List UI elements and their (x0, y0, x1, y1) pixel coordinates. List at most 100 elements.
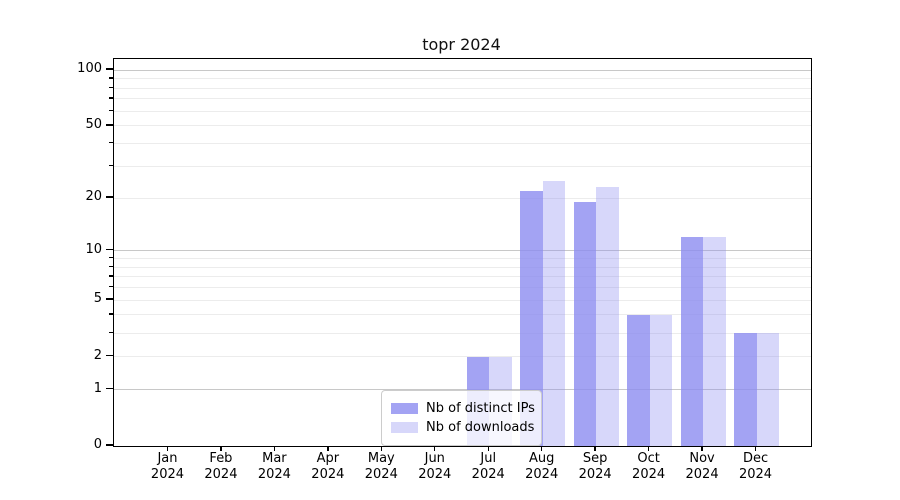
y-minor-gridline (114, 299, 811, 301)
x-tick-month: Aug (528, 451, 555, 466)
x-tick-label: Jul 2024 (453, 451, 523, 483)
x-tick-month: Apr (316, 451, 340, 466)
bar-oct-distinct-ips (627, 314, 650, 446)
y-minor-gridline (114, 287, 811, 289)
y-tick-label: 10 (85, 241, 102, 257)
x-tick-month: Feb (209, 451, 233, 466)
x-tick-mark (594, 446, 596, 451)
x-tick-month: Jun (424, 451, 445, 466)
x-tick-label: Jan 2024 (132, 451, 202, 483)
bar-sep-downloads (596, 187, 619, 446)
chart-title: topr 2024 (422, 35, 501, 54)
y-tick-label: 0 (93, 437, 102, 452)
y-minor-gridline (114, 125, 811, 127)
x-tick-label: Dec 2024 (721, 451, 791, 483)
x-tick-label: Apr 2024 (293, 451, 363, 483)
x-tick-month: Dec (742, 451, 769, 466)
y-minor-tick-mark (109, 331, 113, 333)
y-tick-mark (106, 196, 113, 198)
x-tick-year: 2024 (418, 467, 452, 482)
x-tick-label: Feb 2024 (186, 451, 256, 483)
bar-aug-distinct-ips (520, 190, 543, 446)
y-minor-tick-mark (109, 164, 113, 167)
bar-sep-distinct-ips (573, 202, 597, 446)
x-tick-year: 2024 (364, 467, 398, 482)
x-tick-mark (701, 446, 703, 451)
bar-nov-downloads (703, 237, 726, 446)
y-minor-gridline (114, 356, 811, 358)
y-major-gridline (114, 250, 811, 252)
bar-nov-distinct-ips (680, 237, 704, 446)
y-tick-mark (106, 444, 113, 446)
x-tick-month: Mar (262, 451, 287, 466)
bar-aug-downloads (542, 180, 566, 446)
x-tick-label: Oct 2024 (614, 451, 684, 483)
x-tick-year: 2024 (204, 467, 238, 482)
x-tick-mark (166, 446, 169, 451)
y-minor-tick-mark (109, 142, 113, 144)
x-tick-month: May (367, 451, 395, 466)
y-tick-label: 20 (85, 189, 102, 205)
y-minor-gridline (114, 98, 811, 100)
y-minor-gridline (114, 266, 811, 268)
x-tick-label: May 2024 (346, 451, 416, 483)
x-tick-year: 2024 (150, 467, 185, 482)
legend: Nb of distinct IPs Nb of downloads (381, 390, 542, 446)
x-tick-year: 2024 (632, 467, 666, 482)
y-tick-mark (106, 387, 113, 390)
plot-area (113, 58, 812, 447)
y-minor-gridline (114, 165, 811, 167)
x-tick-year: 2024 (738, 467, 773, 482)
legend-swatch-distinct-ips (391, 403, 418, 414)
x-tick-label: Mar 2024 (239, 451, 309, 483)
y-minor-gridline (114, 258, 811, 259)
y-tick-label: 100 (77, 61, 102, 77)
y-major-gridline (114, 389, 811, 391)
x-tick-year: 2024 (525, 467, 559, 482)
x-tick-mark (220, 446, 222, 451)
legend-label-distinct-ips: Nb of distinct IPs (426, 401, 535, 416)
y-minor-tick-mark (109, 77, 113, 79)
x-tick-mark (380, 446, 382, 451)
bar-dec-distinct-ips (734, 333, 757, 446)
y-tick-label: 2 (93, 347, 102, 363)
y-minor-tick-mark (109, 86, 113, 89)
y-tick-mark (106, 298, 113, 300)
x-tick-month: Oct (637, 451, 660, 466)
x-tick-month: Jul (480, 451, 497, 466)
x-tick-mark (273, 446, 276, 451)
y-tick-mark (106, 354, 113, 357)
y-minor-gridline (114, 197, 811, 199)
x-tick-year: 2024 (471, 467, 505, 482)
x-tick-mark (754, 446, 757, 451)
y-tick-mark (106, 124, 113, 126)
y-tick-label: 1 (93, 380, 102, 396)
y-minor-gridline (114, 78, 811, 80)
y-minor-tick-mark (109, 313, 113, 315)
x-tick-label: Sep 2024 (560, 451, 630, 483)
x-tick-year: 2024 (311, 467, 345, 482)
x-tick-month: Jan (157, 451, 178, 466)
y-minor-gridline (114, 87, 811, 89)
y-minor-gridline (114, 276, 811, 278)
y-minor-gridline (114, 332, 811, 334)
y-tick-label: 5 (93, 291, 102, 307)
x-tick-mark (327, 446, 329, 451)
x-tick-year: 2024 (578, 467, 612, 482)
legend-row-downloads: Nb of downloads (391, 419, 535, 436)
y-tick-label: 50 (85, 116, 102, 132)
x-tick-mark (434, 446, 436, 451)
y-minor-tick-mark (109, 286, 113, 288)
legend-label-downloads: Nb of downloads (426, 420, 535, 435)
legend-swatch-downloads (391, 422, 418, 433)
x-tick-label: Jun 2024 (400, 451, 470, 483)
y-minor-tick-mark (109, 265, 113, 267)
bar-oct-downloads (649, 314, 673, 446)
x-tick-mark (540, 446, 543, 451)
y-tick-mark (106, 68, 113, 70)
x-tick-label: Aug 2024 (507, 451, 577, 483)
y-minor-gridline (114, 110, 811, 112)
y-minor-gridline (114, 314, 811, 316)
x-tick-label: Nov 2024 (667, 451, 737, 483)
y-tick-mark (106, 249, 113, 251)
